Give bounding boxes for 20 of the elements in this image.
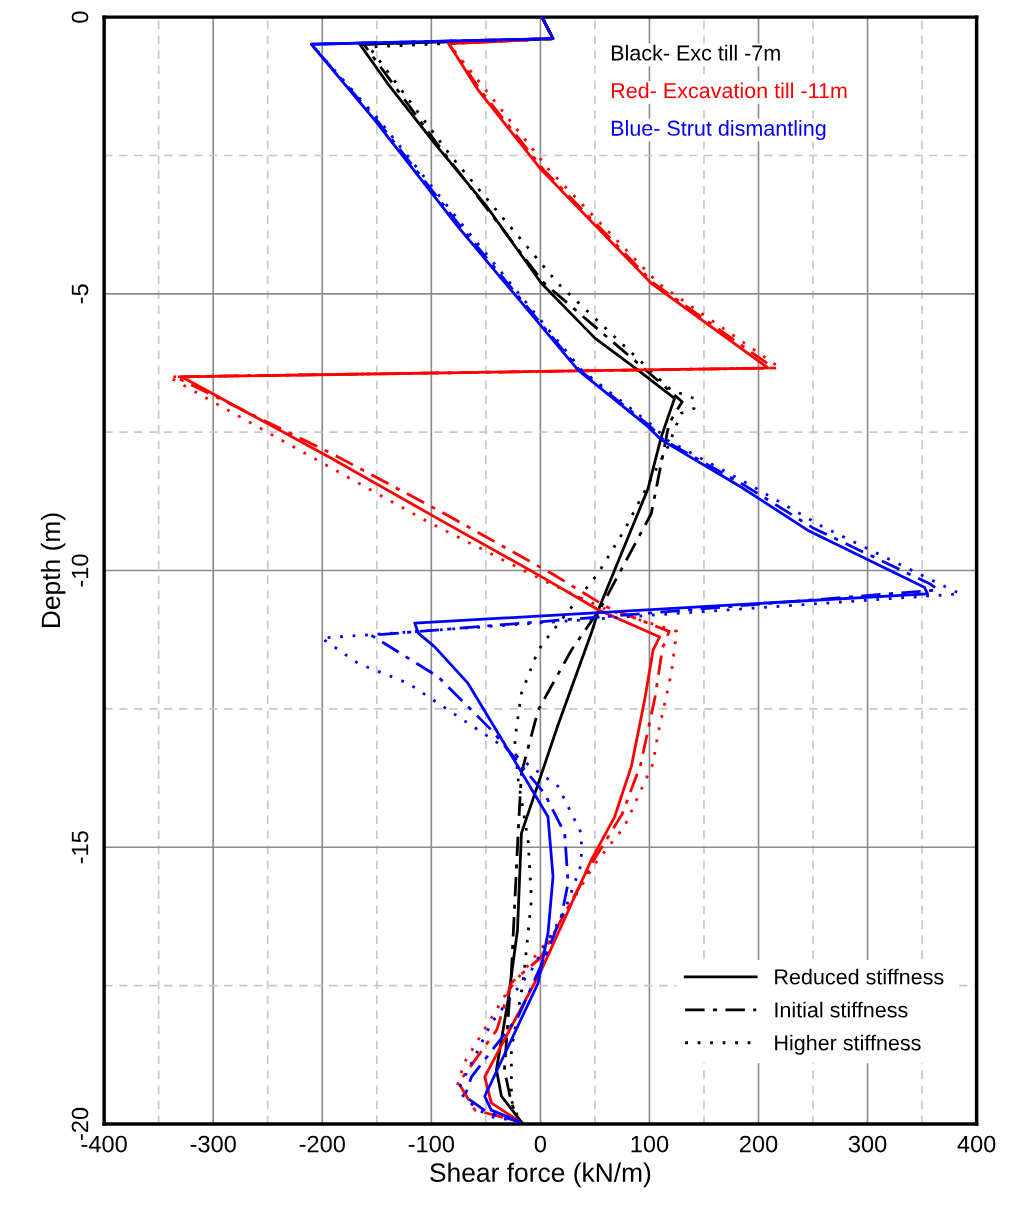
annotation: Blue- Strut dismantling xyxy=(611,120,826,141)
x-tick-label: 100 xyxy=(631,1135,669,1153)
legend-label: Initial stiffness xyxy=(775,1001,908,1018)
annotation: Black- Exc till -7m xyxy=(611,44,780,61)
x-tick-label: -100 xyxy=(408,1135,455,1153)
x-axis-title: Shear force (kN/m) xyxy=(430,1162,651,1188)
legend-label: Reduced stiffness xyxy=(775,968,944,985)
x-tick-label: 300 xyxy=(848,1135,887,1153)
y-tick-label: -15 xyxy=(71,831,89,864)
legend-label: Higher stiffness xyxy=(775,1034,921,1055)
annotation: Red- Excavation till -11m xyxy=(611,82,847,99)
y-tick-label: -5 xyxy=(71,284,89,304)
y-axis-title: Depth (m) xyxy=(40,513,66,628)
x-tick-label: 0 xyxy=(534,1135,547,1153)
y-tick-label: 0 xyxy=(71,11,89,23)
y-tick-label: -10 xyxy=(71,554,89,587)
x-tick-label: -200 xyxy=(299,1135,345,1153)
x-tick-label: 200 xyxy=(740,1135,778,1153)
x-tick-label: -300 xyxy=(190,1135,236,1153)
x-tick-label: 400 xyxy=(957,1135,996,1153)
